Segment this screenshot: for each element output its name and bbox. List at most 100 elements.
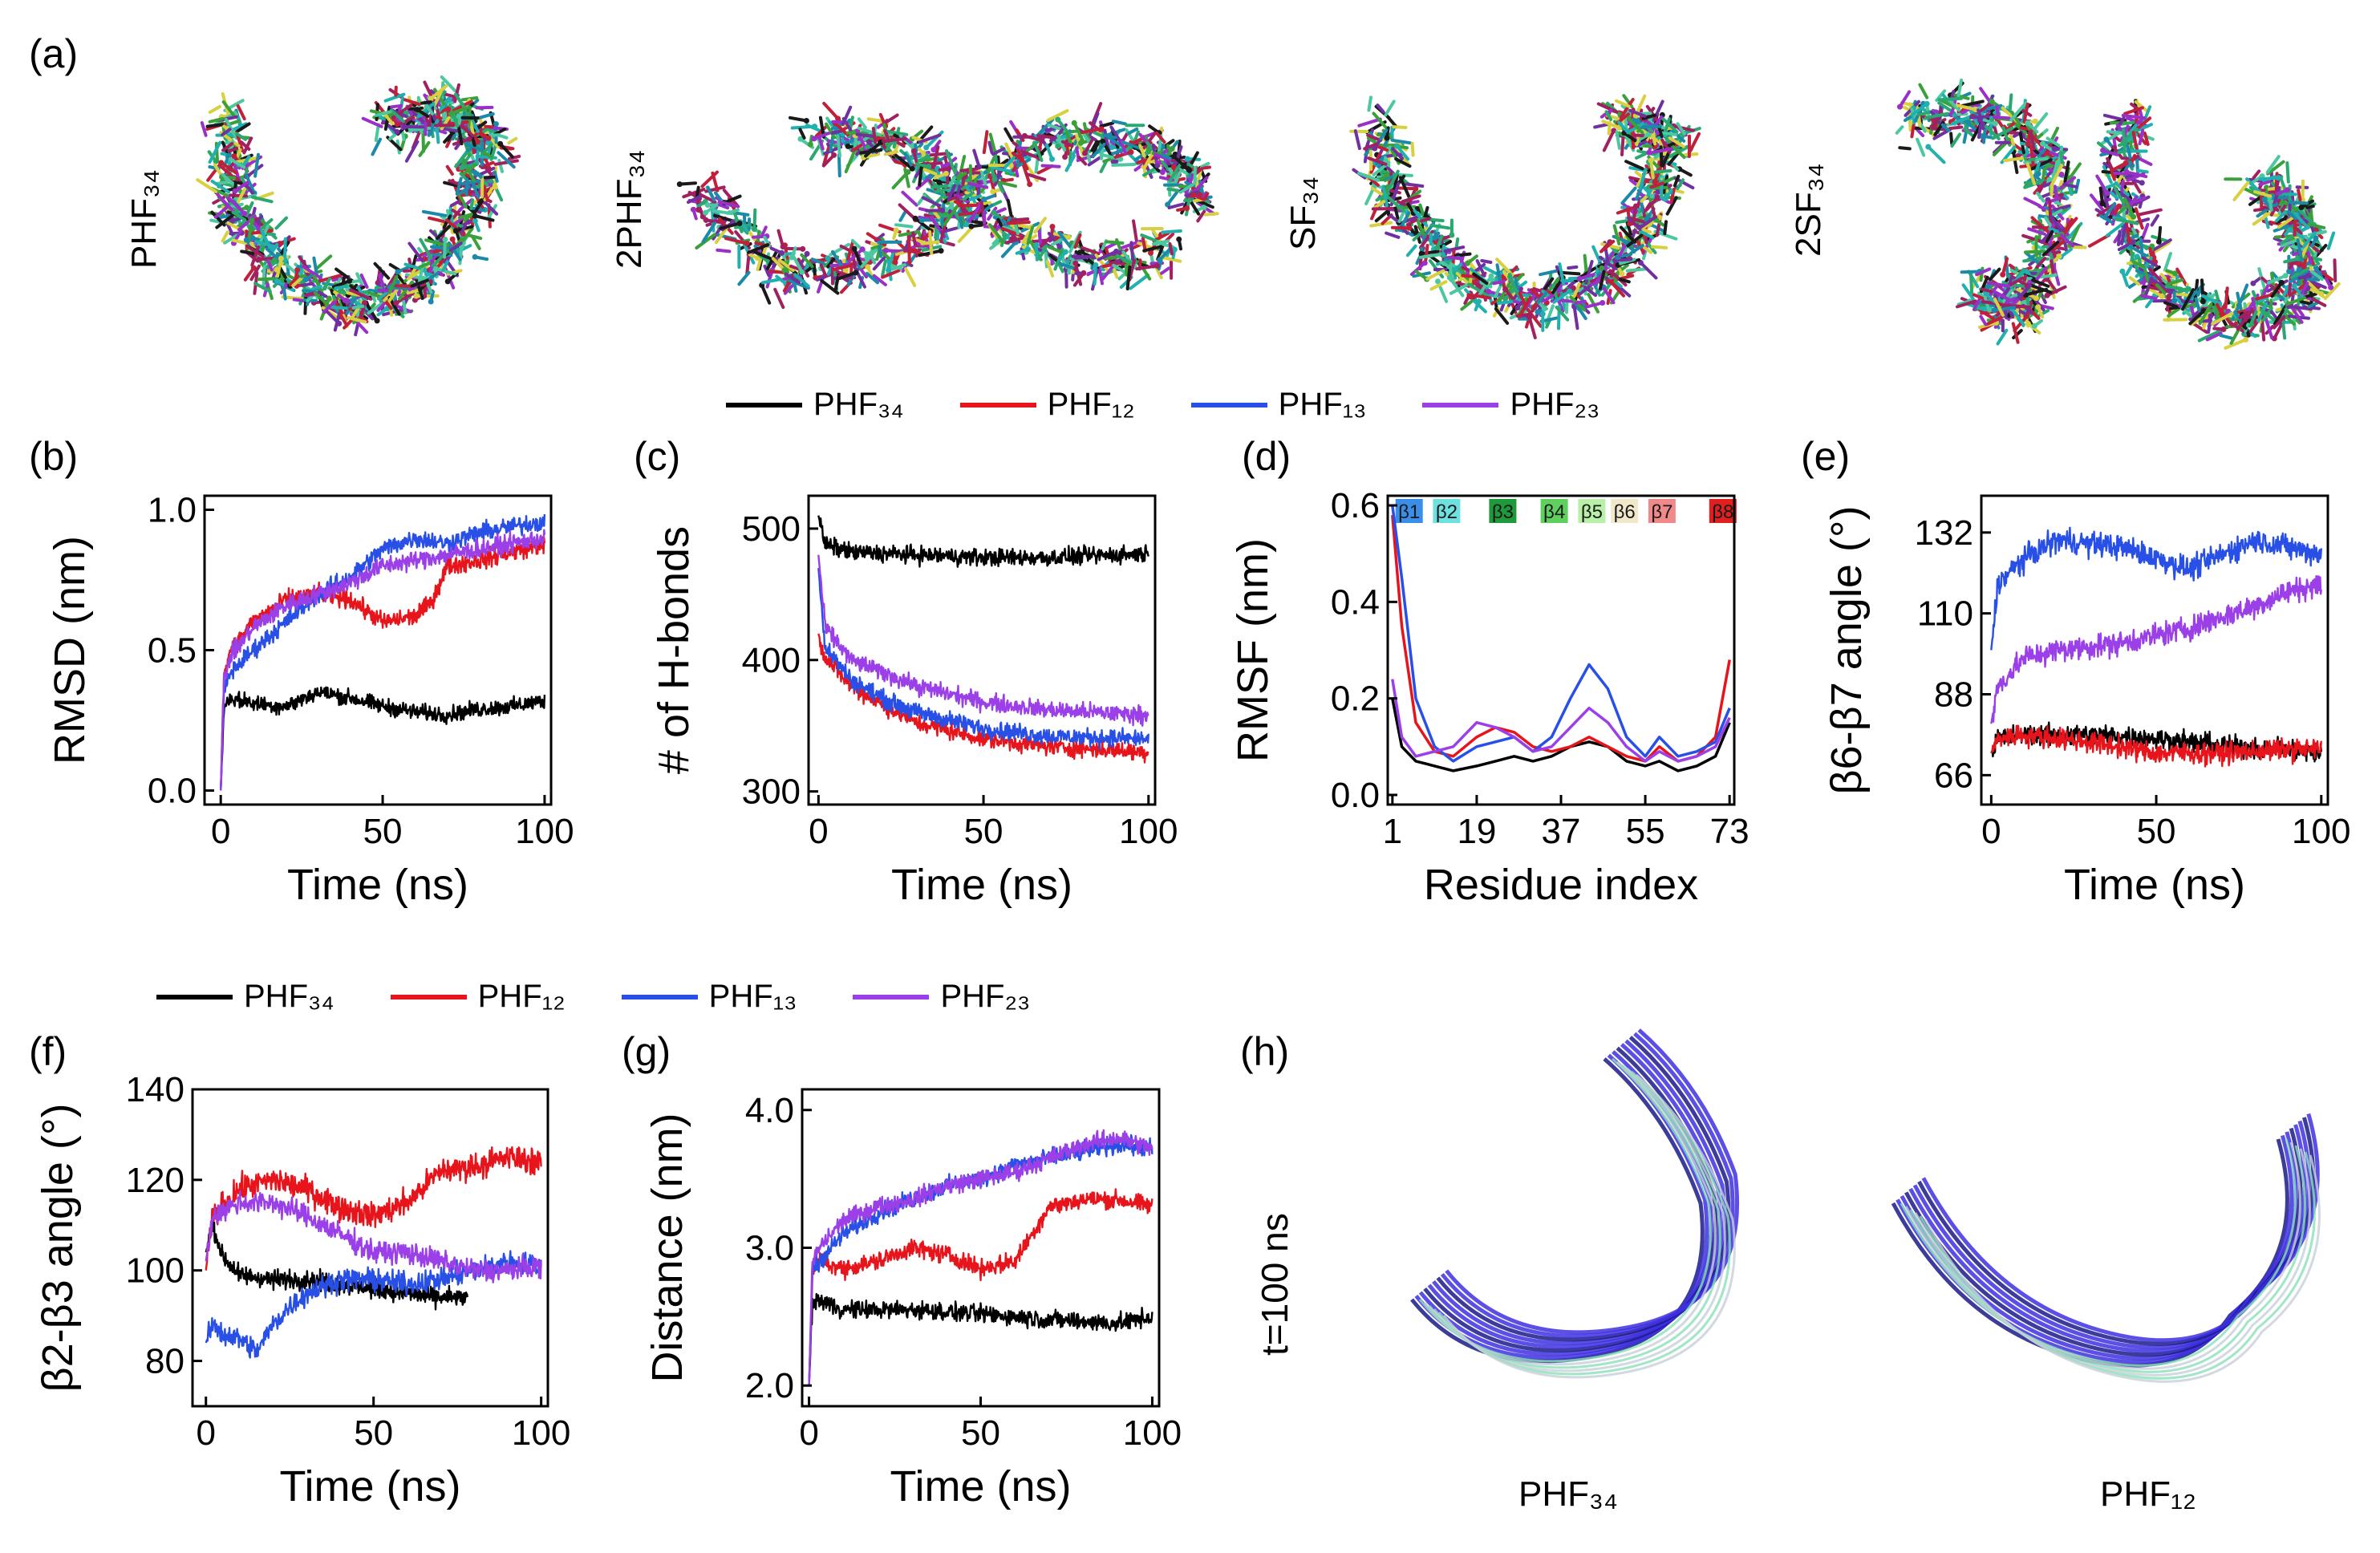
bond-stick (850, 238, 869, 256)
bond-stick (1037, 244, 1048, 261)
atom (395, 269, 401, 275)
x-tick-label: 50 (961, 1413, 1000, 1453)
atom (2250, 280, 2256, 286)
bond-stick (1602, 128, 1616, 152)
bond-stick (903, 167, 910, 189)
bond-stick (408, 267, 417, 278)
legend-label: PHF₁₂ (477, 979, 566, 1014)
y-tick-label: 0.5 (148, 631, 197, 671)
bond-stick (1639, 261, 1658, 280)
bond-stick (1142, 245, 1163, 253)
structure-2phf34-b (789, 101, 1182, 291)
atom (1897, 103, 1903, 110)
molecule-structures (196, 75, 2341, 350)
bond-stick (980, 171, 987, 187)
bond-stick (1551, 284, 1559, 302)
atom (1655, 189, 1661, 195)
bond-stick (1660, 116, 1679, 134)
atom (374, 318, 380, 324)
bond-stick (1178, 182, 1196, 194)
bond-stick (1174, 171, 1182, 184)
atom (1093, 262, 1099, 268)
y-tick-label: 0.2 (1331, 679, 1380, 719)
bond-stick (1494, 307, 1510, 325)
atom (493, 121, 499, 128)
atom (1186, 167, 1193, 173)
bond-stick (1583, 253, 1588, 274)
series-line (1391, 505, 1731, 763)
bond-stick (914, 217, 933, 233)
atom (912, 215, 918, 221)
bond-stick (355, 272, 364, 286)
bond-stick (2003, 156, 2029, 163)
atom (1418, 250, 1425, 257)
structure-sf34 (1349, 94, 1701, 339)
bond-stick (2101, 185, 2110, 209)
structure-phf34 (196, 75, 521, 337)
bond-stick (890, 263, 906, 271)
bond-stick (2127, 195, 2139, 209)
bond-stick (1429, 223, 1451, 230)
bond-stick (251, 195, 274, 204)
legend-label: PHF₃₄ (813, 387, 904, 422)
bond-stick (367, 301, 384, 315)
bond-stick (894, 223, 914, 229)
atom (990, 189, 996, 195)
bond-stick (407, 241, 424, 262)
bond-stick (1011, 151, 1023, 160)
bond-stick (1626, 116, 1644, 135)
bond-stick (2310, 270, 2324, 282)
bond-stick (1615, 99, 1631, 108)
bond-stick (2214, 290, 2220, 303)
atom (394, 128, 400, 135)
bond-stick (1668, 136, 1685, 148)
atom (1476, 298, 1482, 305)
bond-stick (1080, 127, 1103, 135)
bond-stick (259, 218, 274, 230)
bond-stick (1937, 96, 1964, 102)
atom (2119, 268, 2126, 274)
bond-stick (1006, 221, 1031, 225)
atom (1449, 232, 1455, 238)
atom (853, 270, 859, 276)
atom (1632, 203, 1639, 209)
atom (736, 221, 743, 226)
series-line (205, 1145, 542, 1271)
bond-stick (234, 132, 247, 141)
bond-stick (1369, 221, 1393, 228)
bond-stick (349, 288, 373, 301)
bond-stick (1900, 100, 1921, 110)
atom (2275, 175, 2281, 181)
x-tick-label: 73 (1710, 812, 1750, 851)
bond-stick (1917, 110, 1934, 116)
bond-stick (2139, 294, 2158, 301)
bond-stick (1587, 293, 1600, 314)
bond-stick (1542, 289, 1563, 303)
bond-stick (1641, 113, 1657, 120)
strand-label: β2 (1436, 501, 1458, 523)
panel-h-caption-phf12: PHF₁₂ (2100, 1474, 2196, 1514)
bond-stick (481, 198, 499, 216)
bond-stick (1072, 121, 1085, 144)
bond-stick (1160, 153, 1172, 160)
bond-stick (1064, 154, 1076, 172)
bond-stick (434, 267, 457, 276)
bond-stick (475, 105, 494, 110)
bond-stick (2046, 126, 2059, 148)
bond-stick (1379, 128, 1389, 140)
bond-stick (1662, 175, 1669, 194)
bond-stick (2035, 156, 2049, 162)
bond-stick (1419, 217, 1431, 223)
plot-frame (1386, 494, 1736, 806)
bond-stick (1624, 160, 1644, 171)
bond-stick (1991, 126, 2014, 140)
bond-stick (911, 231, 917, 246)
legend-swatch (1422, 402, 1499, 408)
bond-stick (2012, 150, 2019, 174)
series-line (1990, 526, 2322, 651)
bond-stick (200, 121, 208, 137)
legend-item: PHF₁₂ (959, 387, 1135, 423)
series-line (220, 513, 546, 791)
bond-stick (1638, 168, 1648, 190)
bond-stick (1094, 253, 1110, 273)
